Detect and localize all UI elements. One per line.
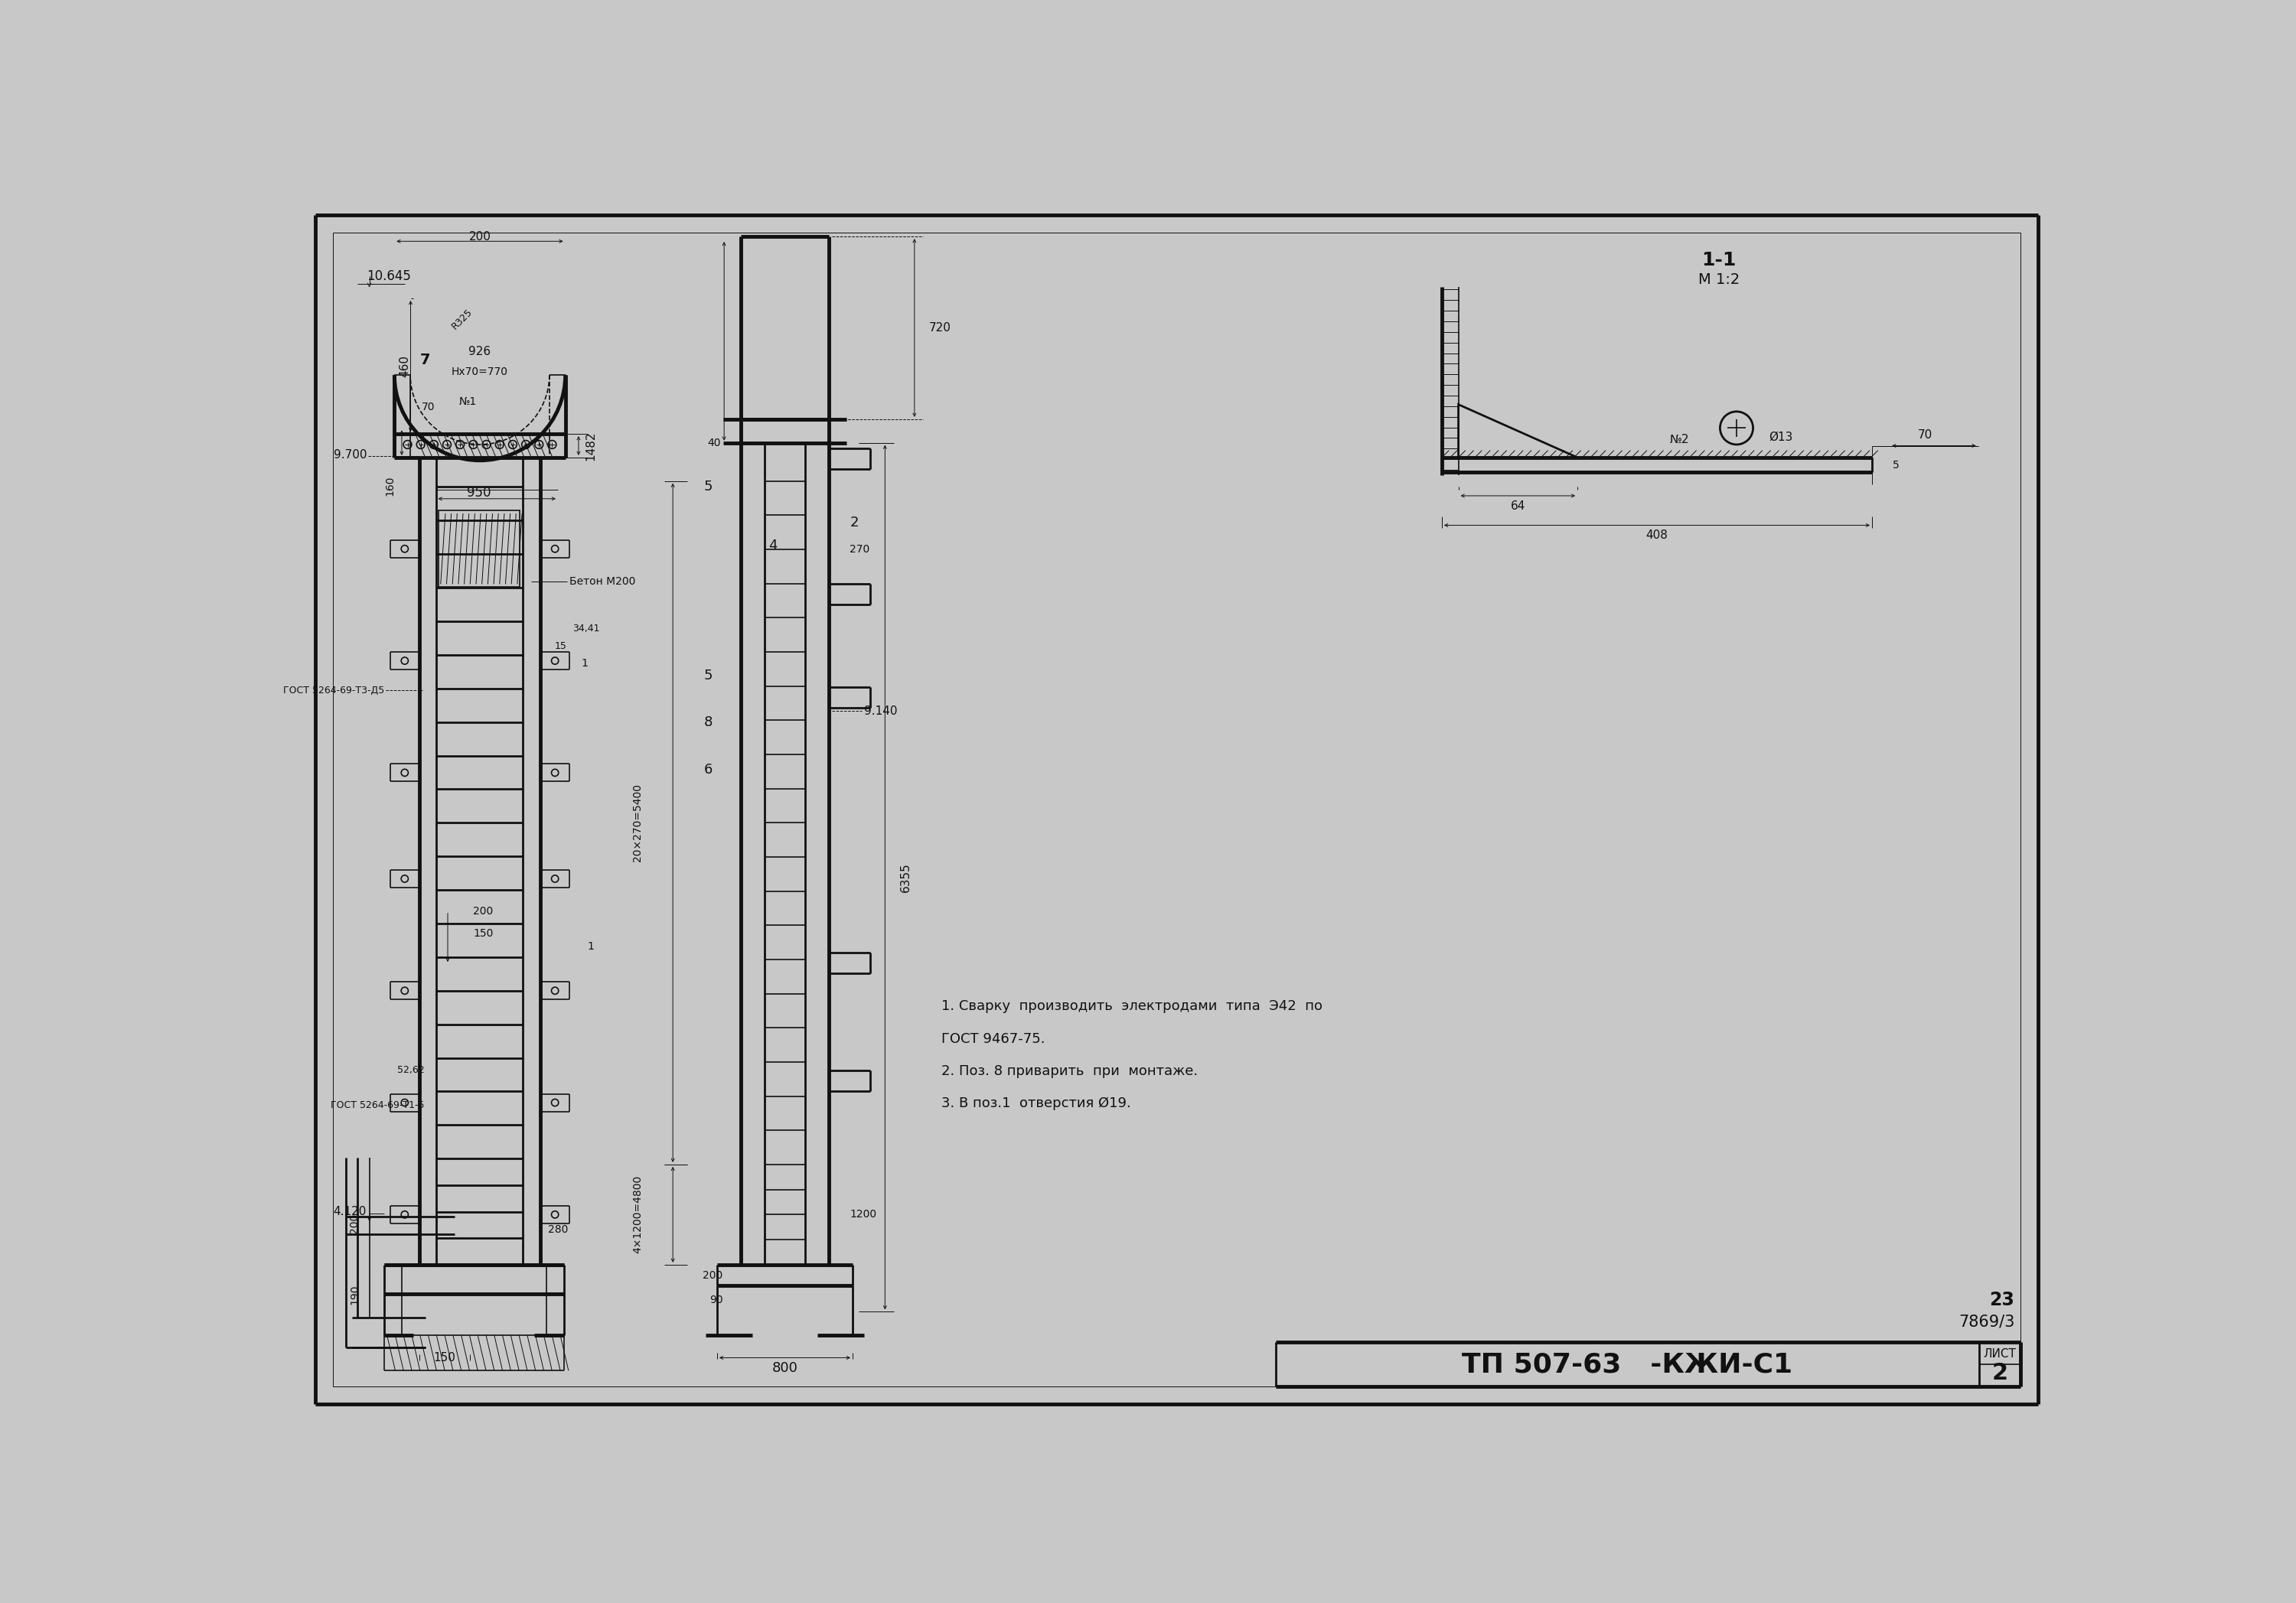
Text: 15: 15 — [556, 641, 567, 651]
Text: 40: 40 — [707, 438, 721, 449]
Text: 1200: 1200 — [850, 1209, 877, 1220]
Text: М 1:2: М 1:2 — [1699, 273, 1740, 287]
Text: 1: 1 — [581, 659, 588, 668]
Text: 90: 90 — [709, 1295, 723, 1305]
Text: 4: 4 — [769, 539, 778, 553]
Text: 460: 460 — [400, 356, 411, 377]
Text: 2. Поз. 8 приварить  при  монтаже.: 2. Поз. 8 приварить при монтаже. — [941, 1064, 1199, 1079]
Text: 64: 64 — [1511, 500, 1525, 511]
Text: ГОСТ 5264-69-Т1-5: ГОСТ 5264-69-Т1-5 — [331, 1101, 425, 1111]
Text: Нх70=770: Нх70=770 — [452, 367, 507, 377]
Text: Бетон М200: Бетон М200 — [569, 575, 636, 587]
Bar — [439, 510, 519, 587]
Text: 150: 150 — [434, 1351, 457, 1364]
Text: 150: 150 — [473, 928, 494, 939]
Text: 6355: 6355 — [900, 862, 912, 893]
Text: 4×1200=4800: 4×1200=4800 — [631, 1175, 643, 1254]
Text: 160: 160 — [386, 476, 395, 495]
Text: 23: 23 — [1991, 1290, 2014, 1310]
Text: 1-1: 1-1 — [1701, 252, 1736, 269]
Text: 2: 2 — [1993, 1363, 2009, 1385]
Text: 270: 270 — [850, 543, 870, 555]
Text: 800: 800 — [771, 1361, 797, 1375]
Text: 200: 200 — [473, 906, 494, 917]
Text: 280: 280 — [549, 1225, 567, 1234]
Text: №2: №2 — [1669, 434, 1690, 446]
Text: 1482: 1482 — [585, 431, 597, 460]
Text: 6: 6 — [703, 763, 712, 776]
Text: ЛИСТ: ЛИСТ — [1984, 1348, 2016, 1359]
Text: 9.700: 9.700 — [333, 449, 367, 462]
Text: 20×270=5400: 20×270=5400 — [631, 784, 643, 862]
Text: 200: 200 — [468, 231, 491, 242]
Text: 34,41: 34,41 — [572, 624, 599, 633]
Text: 1. Сварку  производить  электродами  типа  Э42  по: 1. Сварку производить электродами типа Э… — [941, 1000, 1322, 1013]
Text: 200: 200 — [349, 1213, 360, 1233]
Text: R325: R325 — [450, 306, 475, 332]
Text: 2: 2 — [850, 516, 859, 529]
Text: 52,62: 52,62 — [397, 1066, 425, 1076]
Text: 950: 950 — [466, 486, 491, 500]
Text: 720: 720 — [930, 322, 951, 333]
Text: 7: 7 — [420, 353, 432, 367]
Text: 4.120: 4.120 — [333, 1205, 367, 1217]
Text: 5: 5 — [703, 479, 712, 494]
Text: ТП 507-63   -КЖИ-С1: ТП 507-63 -КЖИ-С1 — [1463, 1351, 1793, 1377]
Text: 70: 70 — [420, 402, 434, 412]
Text: 926: 926 — [468, 346, 491, 357]
Text: 9.140: 9.140 — [863, 705, 898, 717]
Text: №1: №1 — [459, 396, 478, 407]
Text: ГОСТ 5264-69-Т3-Д5: ГОСТ 5264-69-Т3-Д5 — [282, 684, 383, 696]
Text: 8: 8 — [703, 715, 712, 729]
Text: Ø13: Ø13 — [1768, 431, 1793, 442]
Text: 5: 5 — [703, 668, 712, 683]
Text: 200: 200 — [703, 1270, 723, 1281]
Text: 408: 408 — [1646, 529, 1667, 540]
Text: ГОСТ 9467-75.: ГОСТ 9467-75. — [941, 1032, 1045, 1045]
Text: 1: 1 — [588, 941, 595, 952]
Text: 7869/3: 7869/3 — [1958, 1314, 2014, 1329]
Text: 10.645: 10.645 — [367, 269, 411, 282]
Text: 3. В поз.1  отверстия Ø19.: 3. В поз.1 отверстия Ø19. — [941, 1096, 1130, 1111]
Text: 70: 70 — [1917, 430, 1933, 441]
Text: 5: 5 — [1892, 460, 1899, 471]
Text: 190: 190 — [349, 1284, 360, 1305]
